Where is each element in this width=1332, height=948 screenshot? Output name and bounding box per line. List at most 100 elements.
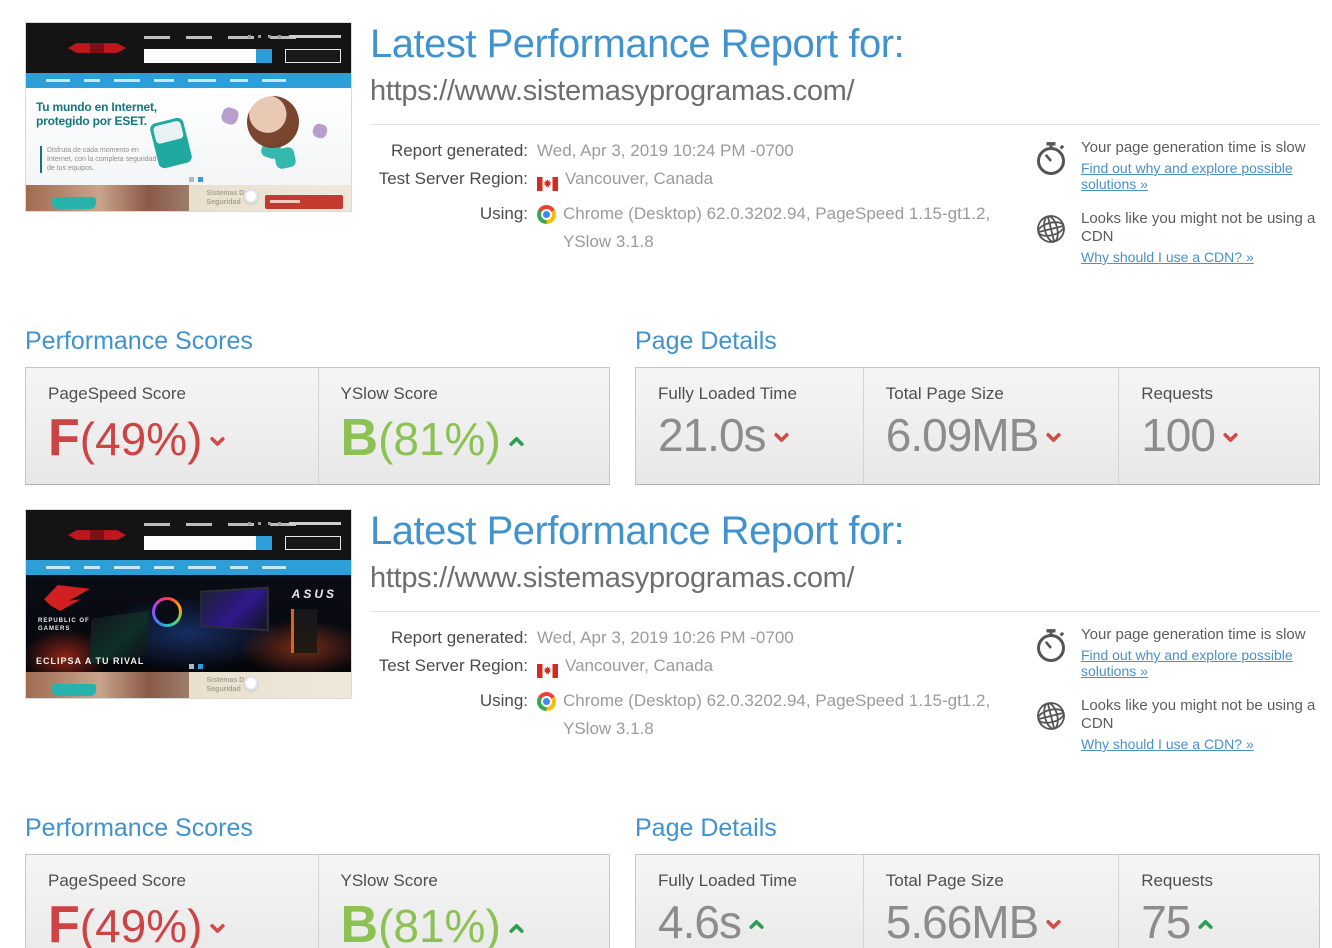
thumb-hero-banner: REPUBLIC OF GAMERS ASUS ECLIPSA A TU RIV… bbox=[26, 575, 351, 672]
trend-chevron-icon bbox=[773, 429, 790, 446]
site-logo bbox=[68, 530, 126, 540]
report-1-header: Tu mundo en Internet, protegido por ESET… bbox=[25, 22, 1320, 283]
carousel-dots bbox=[188, 177, 207, 182]
promo-strip-text: Sistemas De Seguridad bbox=[206, 190, 249, 206]
trend-chevron-icon bbox=[508, 920, 525, 937]
report-1-panels: Performance Scores PageSpeed Score F(49%… bbox=[25, 327, 1320, 485]
pagespeed-score-value: F(49%) bbox=[48, 408, 318, 468]
report-url: https://www.sistemasyprogramas.com/ bbox=[370, 562, 855, 594]
meta-row-generated: Report generated: Wed, Apr 3, 2019 10:26… bbox=[370, 624, 1005, 652]
requests-cell: Requests 75 bbox=[1118, 855, 1319, 948]
trend-chevron-icon bbox=[209, 920, 226, 937]
meta-value: Wed, Apr 3, 2019 10:24 PM -0700 bbox=[537, 141, 794, 160]
trend-chevron-icon bbox=[1222, 429, 1239, 446]
trend-chevron-icon bbox=[1197, 916, 1214, 933]
alert-body: Looks like you might not be using a CDN … bbox=[1081, 697, 1320, 754]
thumb-site-header bbox=[26, 510, 351, 560]
alert-text: Your page generation time is slow bbox=[1081, 139, 1306, 156]
meta-label: Report generated: bbox=[390, 628, 528, 647]
thumb-category-bar bbox=[26, 560, 351, 575]
meta-value: Vancouver, Canada bbox=[536, 652, 713, 687]
alert-link[interactable]: Find out why and explore possible soluti… bbox=[1081, 160, 1293, 192]
total-page-size-cell: Total Page Size 6.09MB bbox=[862, 368, 1118, 484]
pagespeed-score-cell: PageSpeed Score F(49%) bbox=[26, 855, 318, 948]
meta-label: Report generated: bbox=[390, 141, 528, 160]
hero-caption: ECLIPSA A TU RIVAL bbox=[36, 656, 145, 666]
thumb-phone-text bbox=[289, 35, 341, 38]
chrome-icon bbox=[537, 692, 556, 711]
alert-link[interactable]: Find out why and explore possible soluti… bbox=[1081, 647, 1293, 679]
globe-icon bbox=[1032, 210, 1070, 267]
scores-box: PageSpeed Score F(49%) YSlow Score B(81%… bbox=[25, 367, 610, 485]
meta-row-region: Test Server Region: Vancouver, Canada bbox=[370, 165, 1005, 200]
thumb-site-header bbox=[26, 23, 351, 73]
report-url: https://www.sistemasyprogramas.com/ bbox=[370, 75, 855, 107]
section-heading: Page Details bbox=[635, 814, 777, 842]
meta-row-region: Test Server Region: Vancouver, Canada bbox=[370, 652, 1005, 687]
promo-camera bbox=[243, 189, 259, 205]
report-meta: Report generated: Wed, Apr 3, 2019 10:26… bbox=[370, 624, 1320, 770]
performance-scores-panel: Performance Scores PageSpeed Score F(49%… bbox=[25, 327, 610, 485]
hero-person-photo bbox=[247, 96, 299, 148]
alert-body: Your page generation time is slow Find o… bbox=[1081, 139, 1320, 194]
chrome-icon bbox=[537, 205, 556, 224]
promo-image-right: Sistemas De Seguridad bbox=[188, 185, 351, 211]
alert-page-generation: Your page generation time is slow Find o… bbox=[1032, 626, 1320, 681]
alert-text: Looks like you might not be using a CDN bbox=[1081, 210, 1316, 245]
carousel-dots bbox=[188, 664, 207, 669]
fully-loaded-time-cell: Fully Loaded Time 4.6s bbox=[636, 855, 863, 948]
globe-icon bbox=[1032, 697, 1070, 754]
cell-label: PageSpeed Score bbox=[48, 384, 186, 403]
trend-chevron-icon bbox=[1045, 916, 1062, 933]
meta-label: Using: bbox=[479, 691, 528, 710]
section-heading: Page Details bbox=[635, 327, 777, 355]
alert-page-generation: Your page generation time is slow Find o… bbox=[1032, 139, 1320, 194]
total-page-size-cell: Total Page Size 5.66MB bbox=[862, 855, 1118, 948]
yslow-score-value: B(81%) bbox=[341, 408, 610, 468]
page-details-panel: Page Details Fully Loaded Time 21.0s Tot… bbox=[635, 327, 1320, 485]
thumb-social-icons bbox=[241, 35, 281, 38]
thumb-phone-text bbox=[289, 522, 341, 525]
meta-rows: Report generated: Wed, Apr 3, 2019 10:24… bbox=[370, 137, 1005, 283]
meta-row-generated: Report generated: Wed, Apr 3, 2019 10:24… bbox=[370, 137, 1005, 165]
cell-label: Requests bbox=[1141, 384, 1214, 403]
cell-label: Fully Loaded Time bbox=[658, 871, 797, 890]
yslow-score-cell: YSlow Score B(81%) bbox=[317, 368, 610, 484]
trend-chevron-icon bbox=[748, 916, 765, 933]
fully-loaded-time-cell: Fully Loaded Time 21.0s bbox=[636, 368, 863, 484]
details-box: Fully Loaded Time 4.6s Total Page Size 5… bbox=[635, 854, 1320, 948]
cell-label: Total Page Size bbox=[885, 384, 1004, 403]
report-1-head-main: Latest Performance Report for: https://w… bbox=[352, 22, 1320, 283]
thumb-cart-box bbox=[285, 49, 341, 63]
meta-label: Using: bbox=[479, 204, 528, 223]
thumb-hero-banner: Tu mundo en Internet, protegido por ESET… bbox=[26, 88, 351, 185]
details-box: Fully Loaded Time 21.0s Total Page Size … bbox=[635, 367, 1320, 485]
section-heading: Performance Scores bbox=[25, 327, 253, 355]
thumb-hero-title: Tu mundo en Internet, protegido por ESET… bbox=[36, 100, 157, 128]
thumb-category-bar bbox=[26, 73, 351, 88]
divider bbox=[370, 124, 1320, 125]
cell-label: YSlow Score bbox=[340, 871, 438, 890]
thumb-nav-links bbox=[144, 36, 312, 39]
performance-scores-panel: Performance Scores PageSpeed Score F(49%… bbox=[25, 814, 610, 948]
report-alerts: Your page generation time is slow Find o… bbox=[1032, 624, 1320, 770]
canada-flag-icon bbox=[536, 172, 559, 200]
thumb-search-icon bbox=[256, 49, 272, 63]
cell-label: Total Page Size bbox=[885, 871, 1004, 890]
meta-label: Test Server Region: bbox=[378, 656, 528, 675]
alert-link[interactable]: Why should I use a CDN? » bbox=[1081, 736, 1254, 752]
cell-label: Fully Loaded Time bbox=[658, 384, 797, 403]
alert-cdn: Looks like you might not be using a CDN … bbox=[1032, 697, 1320, 754]
monitor-image bbox=[200, 586, 269, 632]
alert-cdn: Looks like you might not be using a CDN … bbox=[1032, 210, 1320, 267]
report-meta: Report generated: Wed, Apr 3, 2019 10:24… bbox=[370, 137, 1320, 283]
alert-link[interactable]: Why should I use a CDN? » bbox=[1081, 249, 1254, 265]
meta-value: Chrome (Desktop) 62.0.3202.94, PageSpeed… bbox=[537, 200, 1005, 256]
alert-body: Looks like you might not be using a CDN … bbox=[1081, 210, 1320, 267]
requests-value: 75 bbox=[1141, 895, 1319, 948]
cell-label: YSlow Score bbox=[340, 384, 438, 403]
page-title: Latest Performance Report for: bbox=[370, 22, 905, 66]
canada-flag-icon bbox=[536, 659, 559, 687]
trend-chevron-icon bbox=[508, 433, 525, 450]
stopwatch-icon bbox=[1032, 139, 1070, 194]
